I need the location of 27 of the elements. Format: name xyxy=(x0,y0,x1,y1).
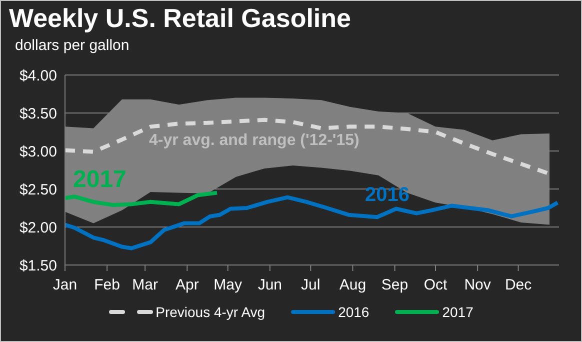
annotation: 2016 xyxy=(365,184,410,207)
y-tick-label: $3.50 xyxy=(19,105,57,122)
y-tick-label: $4.00 xyxy=(19,67,57,84)
y-tick-label: $2.50 xyxy=(19,181,57,198)
x-tick-label: Apr xyxy=(175,276,199,294)
x-tick-label: Jun xyxy=(258,276,282,294)
y-tick-label: $1.50 xyxy=(19,257,57,274)
x-tick-label: Oct xyxy=(424,276,448,294)
legend-label: Previous 4-yr Avg xyxy=(154,304,266,320)
x-tick-label: May xyxy=(214,276,243,294)
annotation: 4-yr avg. and range ('12-'15) xyxy=(149,132,360,150)
legend-label: 2017 xyxy=(441,304,474,320)
x-tick-label: Mar xyxy=(132,276,158,294)
line-series xyxy=(65,190,219,207)
chart-title: Weekly U.S. Retail Gasoline xyxy=(9,3,351,34)
y-tick-label: $3.00 xyxy=(19,143,57,160)
x-tick-label: Sep xyxy=(381,276,408,294)
x-tick-label: Jan xyxy=(52,276,78,294)
x-tick-label: Dec xyxy=(504,276,532,294)
x-tick-label: Aug xyxy=(339,276,366,294)
x-tick-label: Feb xyxy=(94,276,120,294)
chart-subtitle: dollars per gallon xyxy=(15,37,130,54)
y-tick-label: $2.00 xyxy=(19,219,57,236)
x-tick-label: Jul xyxy=(301,276,320,294)
x-tick-label: Nov xyxy=(464,276,492,294)
legend-label: 2016 xyxy=(337,304,370,320)
annotation: 2017 xyxy=(73,166,126,194)
